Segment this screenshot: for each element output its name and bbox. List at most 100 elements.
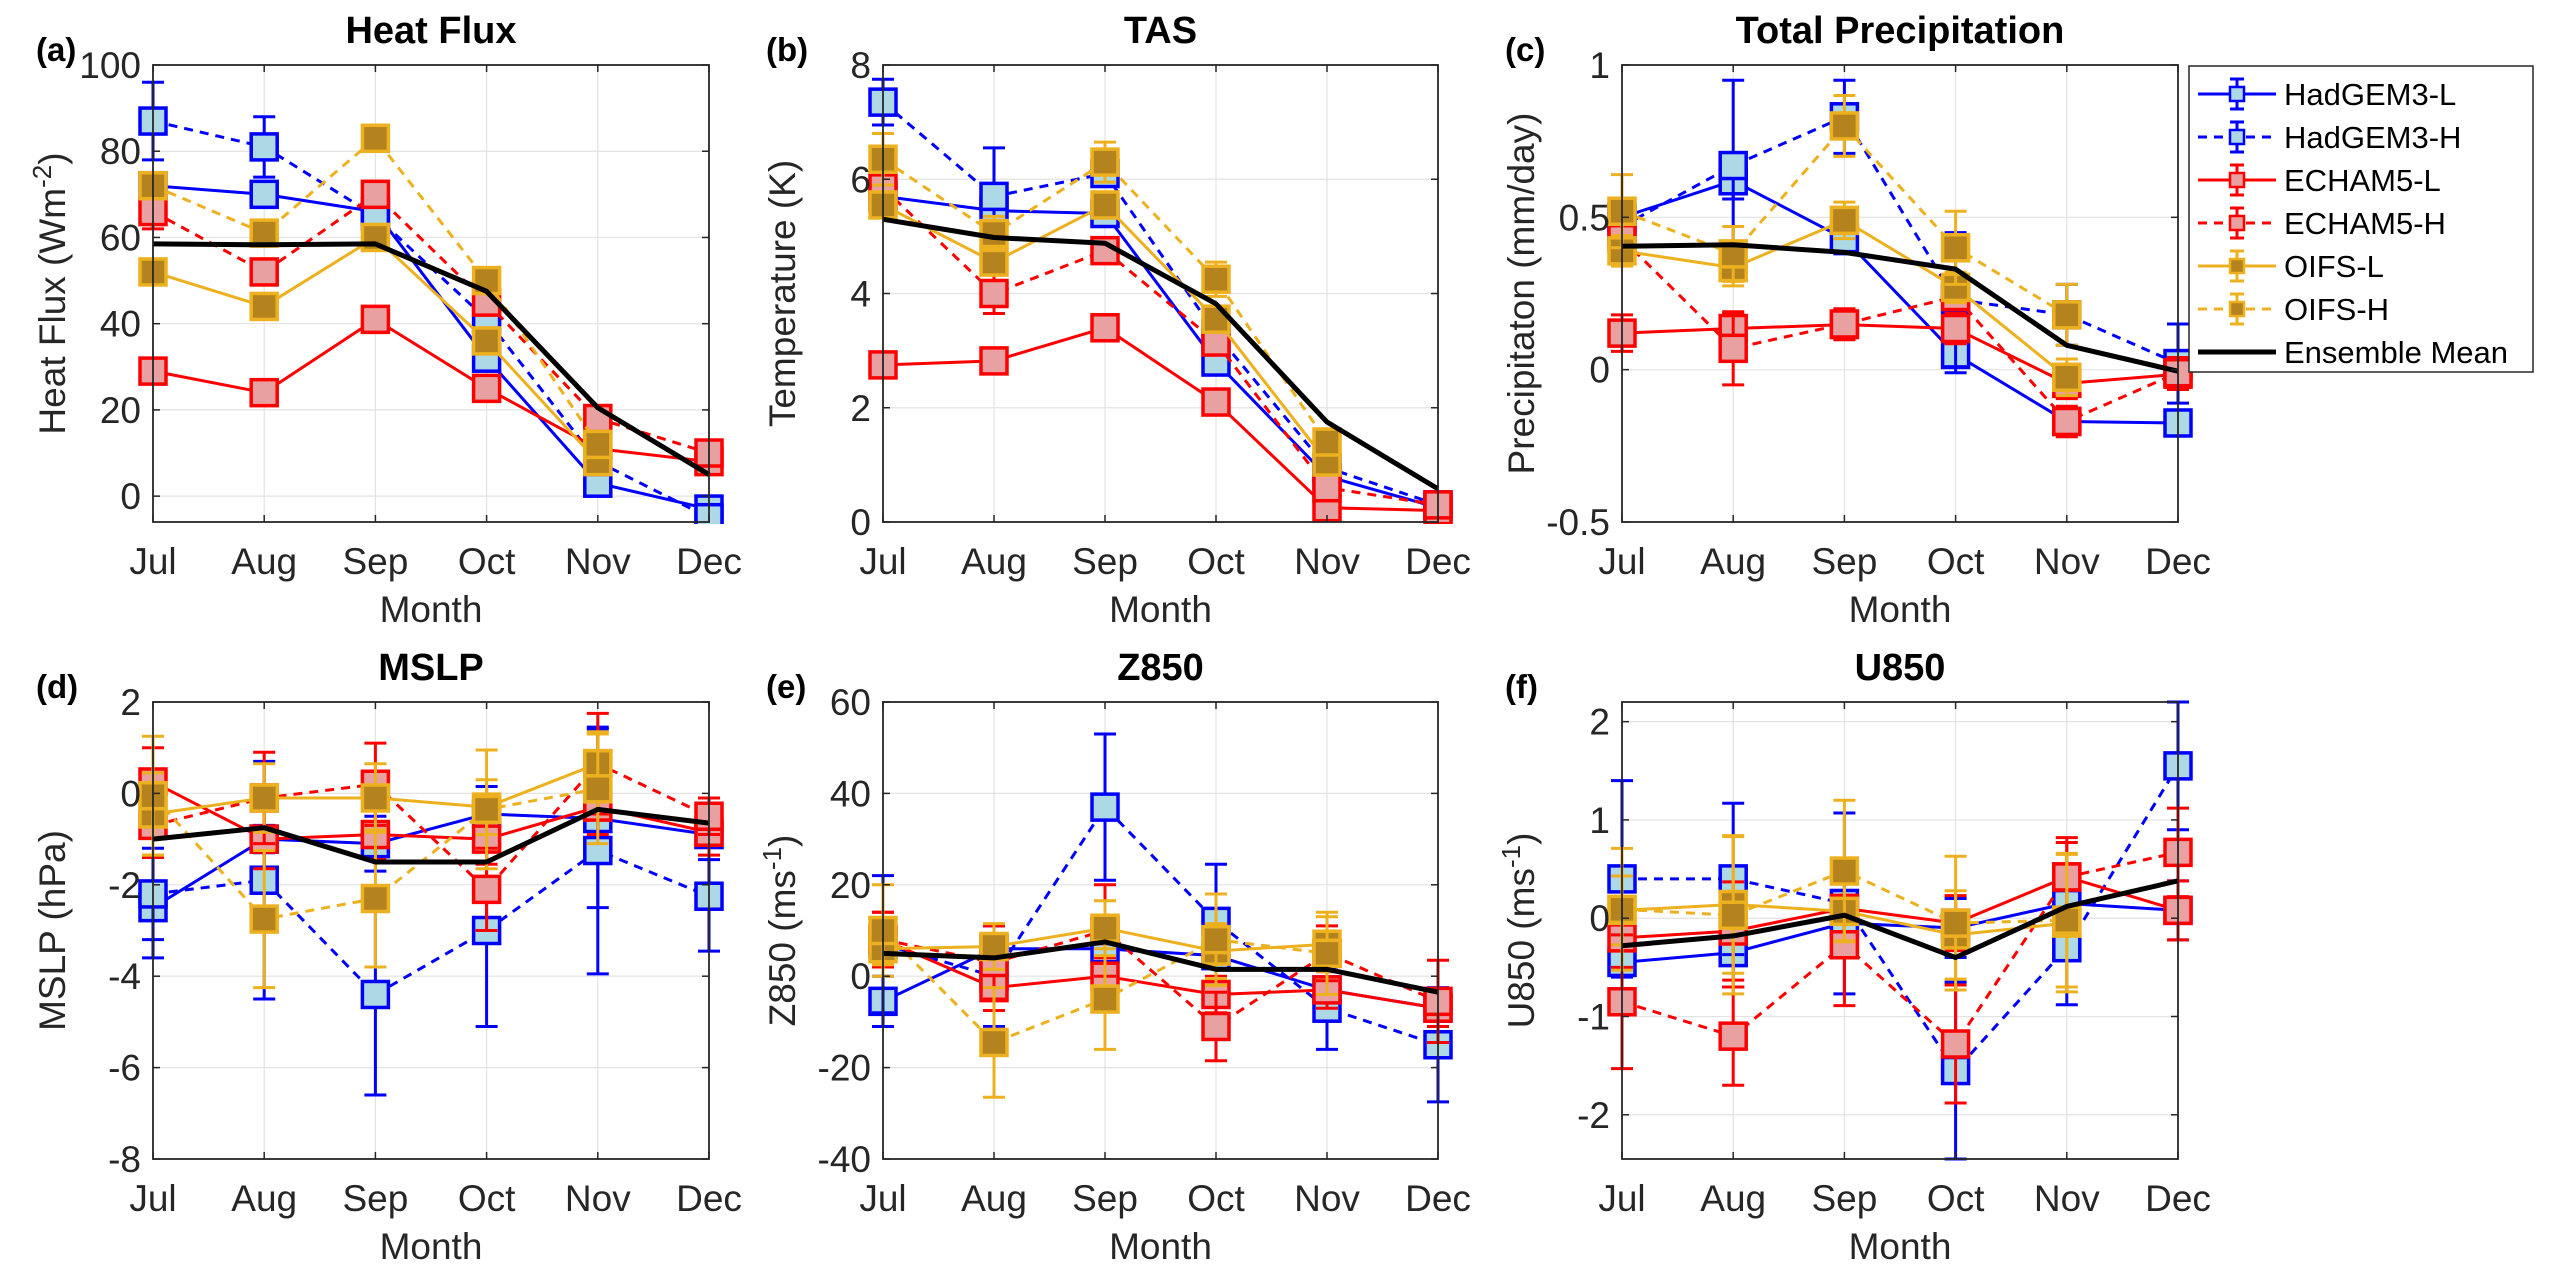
- y-axis-label-main: Z850 (ms: [762, 870, 803, 1026]
- x-tick-label: Dec: [676, 541, 742, 582]
- data-point: [583, 429, 613, 460]
- data-point: [249, 904, 279, 934]
- series-ensemble-mean: [152, 241, 711, 477]
- y-tick-label: 60: [100, 217, 141, 258]
- data-point: [1829, 111, 1860, 141]
- data-point: [1940, 1029, 1971, 1059]
- series-line: [882, 216, 1440, 492]
- x-tick-label: Oct: [1927, 541, 1985, 582]
- data-point: [249, 132, 279, 162]
- y-tick-label: 2: [120, 682, 141, 723]
- legend-label: Ensemble Mean: [2284, 335, 2508, 370]
- plot-area: [153, 702, 709, 1159]
- x-tick-label: Jul: [129, 541, 176, 582]
- data-point: [360, 123, 391, 154]
- x-tick-label: Nov: [565, 541, 631, 582]
- legend-marker: [2228, 128, 2246, 146]
- series-line: [152, 192, 710, 455]
- x-tick-label: Nov: [2034, 541, 2100, 582]
- data-point: [1940, 233, 1971, 263]
- data-point: [360, 179, 391, 210]
- plot-area: [1622, 702, 2178, 1159]
- x-tick-label: Aug: [231, 1178, 297, 1219]
- panel-letter: (c): [1505, 31, 1545, 68]
- y-tick-label: -0.5: [1546, 502, 1610, 543]
- legend-label: HadGEM3-L: [2284, 77, 2456, 112]
- series-line: [152, 762, 710, 891]
- legend-item-oifs-h: OIFS-H: [2198, 292, 2389, 327]
- legend-label: OIFS-L: [2284, 249, 2384, 284]
- x-tick-label: Jul: [129, 1178, 176, 1219]
- data-point: [1201, 387, 1231, 417]
- panels-group: Jul Aug Sep Oct Nov Dec020406080100MonthHeat …: [27, 10, 2211, 1267]
- x-tick-label: Nov: [565, 1178, 631, 1219]
- y-axis-label-main: MSLP (hPa): [32, 830, 73, 1031]
- x-tick-label: Oct: [458, 541, 516, 582]
- data-point: [249, 179, 279, 210]
- plot-area: [153, 65, 709, 522]
- data-point: [583, 774, 613, 804]
- y-axis-label: MSLP (hPa): [32, 830, 73, 1031]
- panel-title: MSLP: [378, 647, 484, 689]
- series-line: [1621, 878, 2179, 961]
- data-point: [471, 874, 502, 905]
- series-line: [1621, 179, 2179, 425]
- series-oifs-h: [868, 132, 1342, 457]
- panel-total-precipitation: Jul Aug Sep Oct Nov Dec -0.5 0 0.5 1 Month Precipit…: [1501, 10, 2211, 630]
- series-line: [152, 241, 711, 477]
- y-tick-label: 4: [850, 274, 871, 315]
- data-point: [979, 247, 1009, 277]
- y-tick-label: 80: [100, 131, 141, 172]
- x-tick-label: Oct: [1187, 1178, 1245, 1219]
- panel-letter: (b): [766, 31, 808, 68]
- legend-item-echam5-h: ECHAM5-H: [2198, 206, 2446, 241]
- y-tick-label: 1: [1589, 800, 1610, 841]
- y-axis-label-superscript: -2: [27, 165, 57, 188]
- panel-letter: (a): [36, 31, 76, 68]
- x-tick-label: Sep: [1811, 541, 1877, 582]
- series-line: [1621, 242, 2179, 374]
- x-tick-label: Aug: [231, 541, 297, 582]
- data-point: [1201, 264, 1231, 294]
- x-axis-label: Month: [1849, 589, 1952, 630]
- data-point: [1829, 205, 1860, 236]
- y-tick-label: -2: [108, 865, 141, 906]
- x-tick-label: Nov: [1294, 1178, 1360, 1219]
- data-point: [1201, 1011, 1231, 1042]
- y-tick-label: 6: [850, 159, 871, 200]
- y-tick-label: -6: [108, 1048, 141, 1089]
- y-tick-label: 40: [830, 773, 871, 814]
- y-axis-label-superscript: -1: [757, 847, 787, 870]
- data-point: [979, 1027, 1009, 1058]
- x-tick-label: Sep: [342, 541, 408, 582]
- series-group: [1607, 78, 2193, 439]
- x-axis-label: Month: [1109, 1226, 1212, 1267]
- y-tick-label: 40: [100, 304, 141, 345]
- x-tick-label: Sep: [1811, 1178, 1877, 1219]
- data-point: [1201, 924, 1231, 955]
- data-point: [1312, 427, 1342, 457]
- panel-z850: Jul Aug Sep Oct Nov Dec -40 -20 0 20 40 60 Month Z850…: [757, 647, 1471, 1267]
- y-tick-label: 2: [1589, 702, 1610, 743]
- x-axis-label: Month: [1109, 589, 1212, 630]
- y-axis-label: Heat Flux (Wm-2): [27, 152, 73, 434]
- y-axis-label: Precipitaton (mm/day): [1501, 113, 1542, 475]
- series-line: [881, 186, 1439, 507]
- series-line: [882, 194, 1439, 510]
- y-tick-label: 0: [850, 502, 871, 543]
- series-line: [1620, 237, 2179, 423]
- x-tick-label: Dec: [2145, 1178, 2211, 1219]
- data-point: [1940, 908, 1971, 938]
- x-axis-label: Month: [380, 589, 483, 630]
- panel-heat-flux: Jul Aug Sep Oct Nov Dec 0 20 40 60 80 100 Month Heat …: [27, 10, 742, 630]
- legend-item-hadgem3-l: HadGEM3-L: [2198, 77, 2456, 112]
- x-tick-label: Aug: [1700, 541, 1766, 582]
- legend-items: HadGEM3-L HadGEM3-H ECHAM5-L ECHAM5-H OIFS-L…: [2198, 77, 2508, 370]
- series-line: [152, 806, 710, 865]
- y-tick-label: 8: [850, 45, 871, 86]
- series-line: [882, 939, 1439, 995]
- series-line: [882, 100, 1439, 507]
- y-axis-label-main: Precipitaton (mm/day): [1501, 113, 1542, 475]
- data-point: [1940, 272, 1971, 303]
